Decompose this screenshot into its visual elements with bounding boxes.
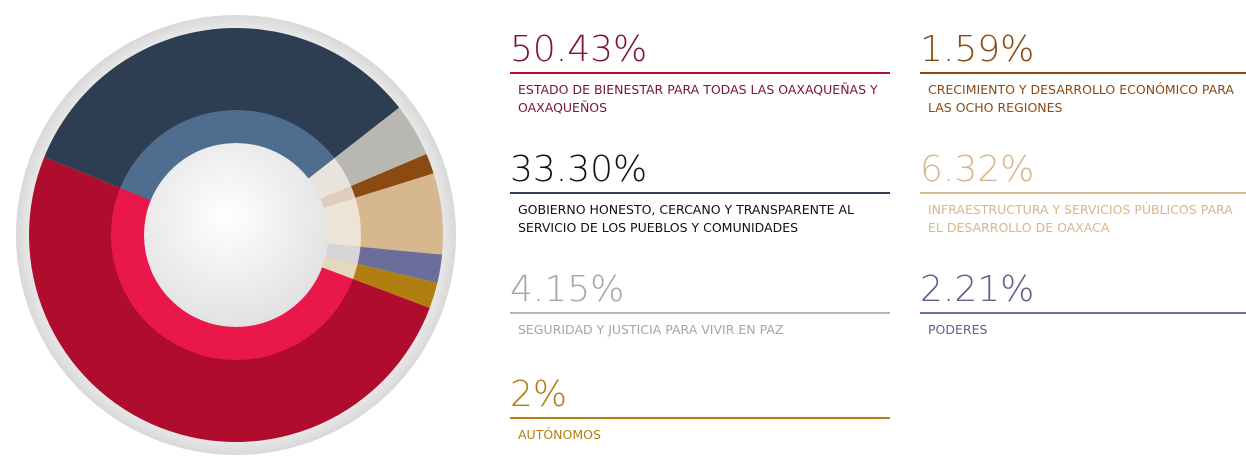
legend-entry: 2.21% PODERES: [920, 270, 1246, 339]
category-label: AUTÓNOMOS: [518, 427, 601, 442]
value-label: 4.15%: [510, 270, 890, 314]
value-label: 33.30%: [510, 150, 890, 194]
category-label: SEGURIDAD Y JUSTICIA PARA VIVIR EN PAZ: [518, 322, 784, 337]
value-label: 6.32%: [920, 150, 1246, 194]
value-label: 1.59%: [920, 30, 1246, 74]
chart: [16, 15, 456, 455]
category-label: CRECIMIENTO Y DESARROLLO ECONÓMICO PARA …: [928, 82, 1234, 115]
value-label: 2.21%: [920, 270, 1246, 314]
legend-entry: 1.59% CRECIMIENTO Y DESARROLLO ECONÓMICO …: [920, 30, 1246, 117]
value-label: 2%: [510, 375, 890, 419]
category-label: ESTADO DE BIENESTAR PARA TODAS LAS OAXAQ…: [518, 82, 878, 115]
legend-entry: 6.32% INFRAESTRUCTURA Y SERVICIOS PÚBLICO…: [920, 150, 1246, 237]
pie-hole: [144, 143, 328, 327]
legend-entry: 2% AUTÓNOMOS: [510, 375, 890, 444]
category-label: INFRAESTRUCTURA Y SERVICIOS PÚBLICOS PAR…: [928, 202, 1233, 235]
legend-entry: 4.15% SEGURIDAD Y JUSTICIA PARA VIVIR EN …: [510, 270, 890, 339]
legend-entry: 50.43% ESTADO DE BIENESTAR PARA TODAS LAS…: [510, 30, 890, 117]
value-label: 50.43%: [510, 30, 890, 74]
category-label: PODERES: [928, 322, 988, 337]
category-label: GOBIERNO HONESTO, CERCANO Y TRANSPARENTE…: [518, 202, 855, 235]
legend-entry: 33.30% GOBIERNO HONESTO, CERCANO Y TRANSP…: [510, 150, 890, 237]
